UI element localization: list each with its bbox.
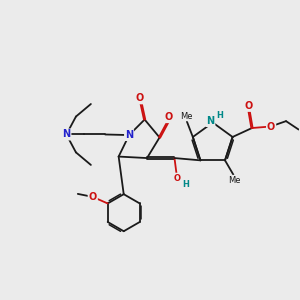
Text: Me: Me	[181, 112, 193, 121]
Text: N: N	[62, 130, 70, 140]
Text: O: O	[244, 101, 253, 111]
Text: O: O	[88, 192, 97, 202]
Text: O: O	[136, 93, 144, 103]
Text: Me: Me	[228, 176, 240, 184]
Text: O: O	[267, 122, 275, 131]
Text: H: H	[182, 180, 189, 189]
Text: O: O	[174, 174, 181, 183]
Text: H: H	[216, 111, 223, 120]
Text: O: O	[165, 112, 173, 122]
Text: N: N	[125, 130, 133, 140]
Text: N: N	[206, 116, 214, 126]
